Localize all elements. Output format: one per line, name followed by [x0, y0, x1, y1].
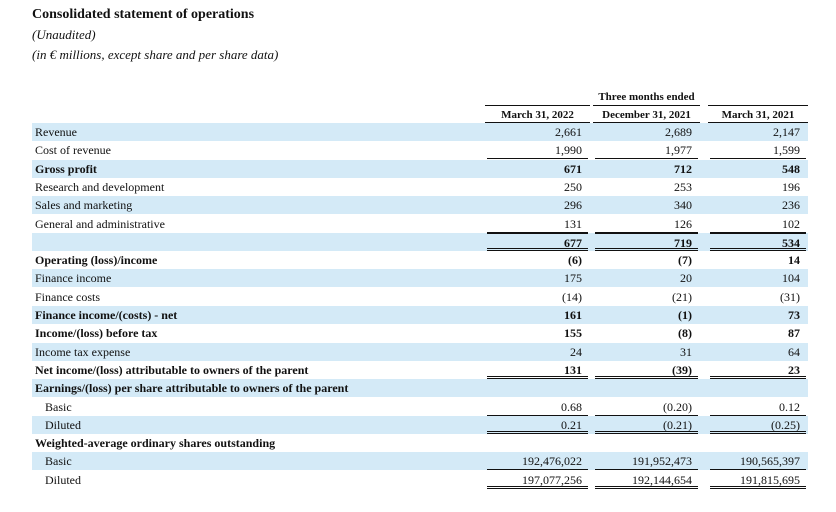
- value-cell: (0.21): [595, 416, 698, 434]
- value-cell: 534: [710, 232, 806, 251]
- value-cell: 23: [710, 361, 806, 379]
- value-cell: 104: [782, 271, 800, 286]
- row-label: Diluted: [45, 417, 81, 432]
- row-label: Earnings/(loss) per share attributable t…: [35, 381, 349, 396]
- value-cell: 250: [564, 179, 582, 194]
- row-shade: [32, 379, 808, 398]
- value-cell: 126: [595, 215, 698, 233]
- value-cell: 1,599: [710, 141, 806, 160]
- row-label: Research and development: [35, 179, 165, 194]
- subtitle: (Unaudited): [32, 27, 96, 42]
- value-cell: (8): [678, 326, 692, 341]
- column-header: March 31, 2022: [485, 105, 590, 123]
- value-cell: (7): [678, 253, 692, 268]
- value-cell: (0.25): [710, 416, 806, 434]
- group-header: Three months ended: [598, 91, 695, 103]
- value-cell: (1): [678, 308, 692, 322]
- value-cell: 2,661: [555, 125, 582, 139]
- value-cell: (0.20): [595, 398, 698, 416]
- row-shade: [32, 232, 808, 251]
- row-shade: [32, 269, 808, 288]
- value-cell: 296: [564, 198, 582, 213]
- value-cell: 131: [487, 361, 588, 379]
- value-cell: 712: [674, 161, 692, 176]
- value-cell: 31: [680, 344, 692, 359]
- row-shade: [32, 159, 808, 178]
- value-cell: 14: [788, 253, 800, 268]
- note: (in € millions, except share and per sha…: [32, 47, 279, 62]
- row-label: Income tax expense: [35, 344, 131, 359]
- row-label: General and administrative: [35, 216, 165, 231]
- value-cell: 1,990: [487, 141, 588, 160]
- value-cell: 20: [680, 271, 692, 286]
- value-cell: 155: [564, 326, 582, 341]
- row-shade: [32, 452, 808, 471]
- row-label: Revenue: [35, 125, 77, 139]
- value-cell: 340: [674, 198, 692, 213]
- value-cell: (14): [562, 289, 582, 304]
- value-cell: 236: [782, 198, 800, 213]
- value-cell: 161: [564, 308, 582, 322]
- row-label: Finance costs: [35, 289, 100, 304]
- row-label: Operating (loss)/income: [35, 253, 158, 268]
- value-cell: 677: [487, 232, 588, 251]
- value-cell: 2,689: [665, 125, 692, 139]
- value-cell: 192,144,654: [595, 471, 698, 489]
- row-label: Cost of revenue: [35, 143, 111, 158]
- row-label: Finance income: [35, 271, 112, 286]
- value-cell: 190,565,397: [710, 452, 806, 471]
- value-cell: 192,476,022: [487, 452, 588, 471]
- value-cell: 2,147: [773, 125, 800, 139]
- value-cell: (39): [595, 361, 698, 379]
- row-label: Diluted: [45, 472, 81, 487]
- row-label: Gross profit: [35, 161, 97, 176]
- value-cell: 175: [564, 271, 582, 286]
- value-cell: (6): [568, 253, 582, 268]
- value-cell: 191,815,695: [710, 471, 806, 489]
- value-cell: 131: [487, 215, 588, 233]
- value-cell: 64: [788, 344, 800, 359]
- value-cell: 671: [564, 161, 582, 176]
- value-cell: 197,077,256: [487, 471, 588, 489]
- row-shade: [32, 123, 808, 141]
- value-cell: (31): [780, 289, 800, 304]
- row-label: Finance income/(costs) - net: [35, 308, 178, 322]
- row-shade: [32, 196, 808, 215]
- row-label: Weighted-average ordinary shares outstan…: [35, 436, 276, 451]
- value-cell: 73: [788, 308, 800, 322]
- value-cell: (21): [672, 289, 692, 304]
- row-shade: [32, 306, 808, 324]
- row-label: Net income/(loss) attributable to owners…: [35, 362, 309, 377]
- value-cell: 0.12: [710, 398, 806, 416]
- row-label: Basic: [45, 454, 72, 469]
- row-label: Sales and marketing: [35, 198, 133, 213]
- value-cell: 196: [782, 179, 800, 194]
- value-cell: 253: [674, 179, 692, 194]
- row-shade: [32, 342, 808, 361]
- column-header: March 31, 2021: [708, 105, 808, 123]
- row-label: Income/(loss) before tax: [35, 326, 158, 341]
- value-cell: 548: [782, 161, 800, 176]
- value-cell: 102: [710, 215, 806, 233]
- column-header: December 31, 2021: [593, 105, 700, 123]
- value-cell: 0.68: [487, 398, 588, 416]
- value-cell: 87: [788, 326, 800, 341]
- value-cell: 719: [595, 232, 698, 251]
- value-cell: 191,952,473: [595, 452, 698, 471]
- row-label: Basic: [45, 399, 72, 414]
- row-shade: [32, 415, 808, 434]
- value-cell: 24: [570, 344, 582, 359]
- value-cell: 0.21: [487, 416, 588, 434]
- value-cell: 1,977: [595, 141, 698, 160]
- title: Consolidated statement of operations: [32, 7, 255, 22]
